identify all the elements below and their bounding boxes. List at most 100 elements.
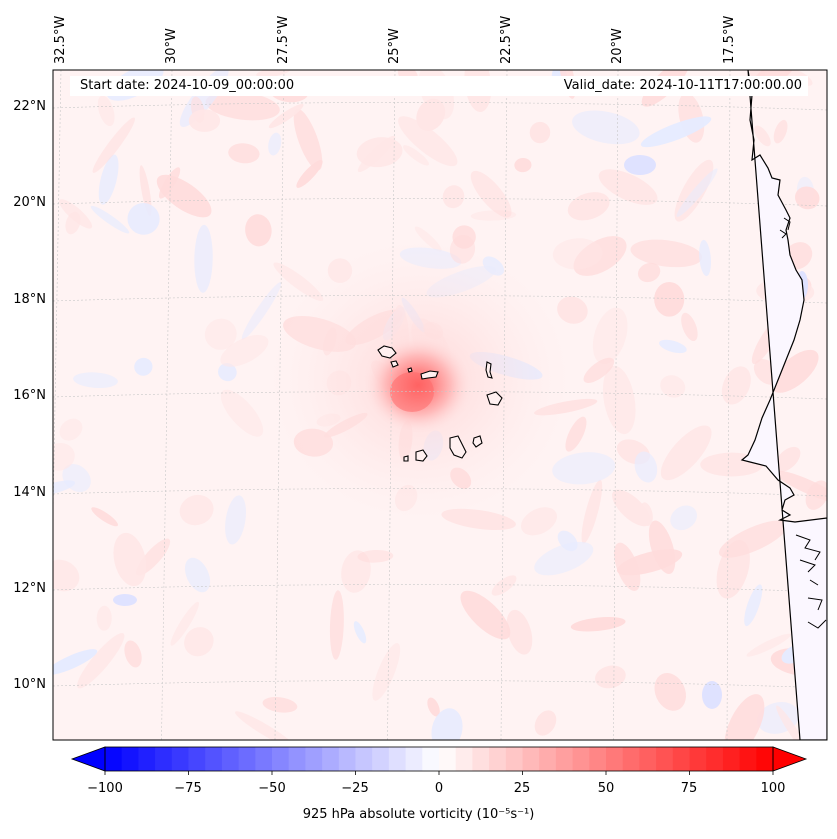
colorbar-tick-label: 100 [760, 781, 786, 796]
negative-vorticity-patch [73, 372, 118, 388]
negative-vorticity-patch [53, 480, 76, 495]
positive-vorticity-patch [570, 617, 626, 632]
positive-vorticity-patch [77, 633, 125, 689]
positive-vorticity-patch [220, 334, 269, 367]
negative-vorticity-patch [552, 452, 616, 485]
colorbar-segment [288, 747, 306, 771]
positive-vorticity-patch [59, 418, 83, 441]
positive-vorticity-patch [329, 590, 344, 660]
colorbar-tick-label: 50 [597, 781, 615, 796]
positive-vorticity-patch [660, 375, 686, 398]
positive-vorticity-patch [614, 542, 641, 591]
colorbar-segment [522, 747, 540, 771]
colorbar-segment [489, 747, 507, 771]
positive-vorticity-patch [442, 185, 465, 209]
positive-vorticity-patch [592, 307, 628, 365]
negative-vorticity-patch [62, 464, 91, 493]
island-boa-vista [486, 391, 503, 406]
colorbar-segment [322, 747, 340, 771]
positive-vorticity-patch [612, 489, 651, 527]
positive-vorticity-patch [170, 601, 199, 646]
colorbar [70, 746, 808, 775]
positive-vorticity-patch [654, 673, 686, 711]
negative-vorticity-patch [670, 505, 697, 531]
positive-vorticity-patch [470, 170, 512, 218]
positive-vorticity-patch [491, 575, 517, 596]
colorbar-segment [572, 747, 590, 771]
island-sao-vicente [390, 360, 399, 368]
positive-vorticity-patch [124, 640, 142, 668]
cape-verde-islands [377, 345, 503, 462]
positive-vorticity-patch [514, 157, 532, 173]
negative-vorticity-patch [113, 594, 137, 606]
positive-vorticity-patch [506, 609, 533, 655]
colorbar-segment [606, 747, 624, 771]
colorbar-title: 925 hPa absolute vorticity (10⁻⁵s⁻¹) [302, 807, 535, 822]
lat-label: 14°N [13, 485, 46, 500]
negative-vorticity-patch [676, 168, 718, 217]
negative-vorticity-patch [702, 681, 722, 709]
island-santo-antao [377, 345, 397, 359]
positive-vorticity-patch [557, 296, 588, 324]
colorbar-segment [505, 747, 523, 771]
positive-vorticity-patch [372, 643, 401, 701]
valid-date-label: Valid_date: 2024-10-11T17:00:00.00 [563, 78, 802, 93]
lat-label: 12°N [13, 581, 46, 596]
colorbar-segment [138, 747, 156, 771]
positive-vorticity-patch [293, 108, 323, 171]
positive-vorticity-patch [398, 116, 458, 167]
colorbar-segment [305, 747, 323, 771]
colorbar-segment [472, 747, 490, 771]
header-strip [70, 76, 808, 96]
lat-label: 18°N [13, 292, 46, 307]
lon-label: 32.5°W [53, 15, 68, 64]
positive-vorticity-patch [583, 357, 615, 383]
positive-vorticity-patch [139, 165, 152, 216]
positive-vorticity-patch [529, 121, 551, 144]
map-frame [52, 69, 828, 741]
colorbar-segment [739, 747, 757, 771]
vortex-peak [390, 372, 434, 412]
negative-vorticity-patch [218, 363, 237, 382]
negative-vorticity-patch [534, 541, 594, 576]
colorbar-segment [388, 747, 407, 771]
colorbar-segment [589, 747, 607, 771]
positive-vorticity-patch [268, 103, 304, 129]
colorbar-segment [422, 747, 440, 771]
colorbar-segment [272, 747, 290, 771]
positive-vorticity-patch [113, 532, 147, 587]
colorbar-segment [121, 747, 139, 771]
lon-label: 25°W [387, 28, 402, 64]
lon-label: 30°W [164, 28, 179, 64]
positive-vorticity-patch [59, 199, 93, 229]
positive-vorticity-patch [92, 117, 135, 173]
positive-vorticity-patch [718, 520, 788, 558]
positive-vorticity-patch [724, 694, 765, 740]
positive-vorticity-patch [746, 633, 791, 657]
negative-vorticity-patch [194, 224, 213, 293]
negative-vorticity-patch [640, 116, 712, 148]
colorbar-segment [105, 747, 123, 771]
negative-vorticity-patch [659, 339, 687, 354]
colorbar-segment [338, 747, 356, 771]
island-santa-luzia [407, 367, 413, 373]
positive-vorticity-patch [402, 145, 429, 166]
negative-vorticity-patch [699, 239, 711, 277]
colorbar-tick-label: 25 [513, 781, 531, 796]
colorbar-segment [171, 747, 189, 771]
colorbar-tick-label: 75 [680, 781, 698, 796]
positive-vorticity-patch [96, 605, 112, 631]
positive-vorticity-patch [598, 169, 658, 205]
vorticity-field [53, 70, 827, 740]
negative-vorticity-patch [353, 621, 367, 644]
colorbar-segment [622, 747, 640, 771]
negative-vorticity-patch [744, 584, 763, 627]
positive-vorticity-patch [771, 349, 819, 393]
colorbar-tick-label: −25 [341, 781, 369, 796]
positive-vorticity-patch [156, 174, 212, 218]
island-sal [485, 361, 493, 379]
positive-vorticity-patch [97, 95, 115, 127]
positive-vorticity-patch [565, 416, 587, 452]
lat-label: 22°N [13, 99, 46, 114]
